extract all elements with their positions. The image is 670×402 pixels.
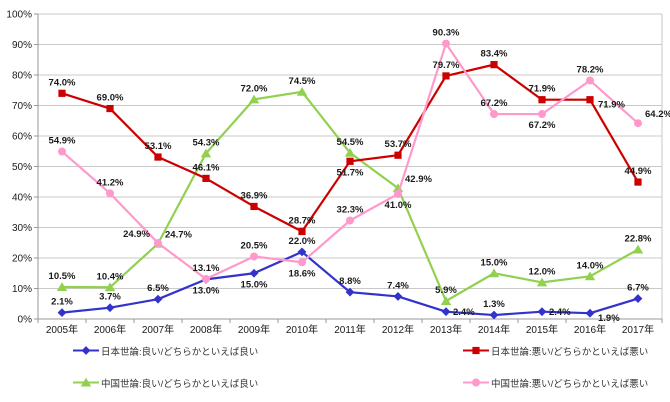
svg-text:6.7%: 6.7% <box>627 283 649 294</box>
svg-text:2007年: 2007年 <box>142 323 174 336</box>
legend-item-china-good: 中国世論:良い/どちらかといえば良い <box>73 376 259 390</box>
svg-text:2015年: 2015年 <box>526 323 558 336</box>
svg-text:83.4%: 83.4% <box>481 49 508 60</box>
svg-text:90.3%: 90.3% <box>433 28 460 39</box>
svg-text:1.3%: 1.3% <box>483 299 505 310</box>
legend-item-japan-bad: 日本世論:悪い/どちらかといえば悪い <box>463 344 649 358</box>
svg-text:10.4%: 10.4% <box>97 271 124 282</box>
svg-text:2014年: 2014年 <box>478 323 510 336</box>
svg-text:12.0%: 12.0% <box>529 266 556 277</box>
legend-label-japan-bad: 日本世論:悪い/どちらかといえば悪い <box>491 346 649 358</box>
svg-text:70%: 70% <box>12 101 32 112</box>
svg-text:5.9%: 5.9% <box>435 285 457 296</box>
svg-text:2006年: 2006年 <box>94 323 126 336</box>
svg-text:46.1%: 46.1% <box>193 162 220 173</box>
svg-text:2017年: 2017年 <box>622 323 654 336</box>
svg-text:78.2%: 78.2% <box>577 64 604 75</box>
legend-label-china-bad: 中国世論:悪い/どちらかといえば悪い <box>491 378 649 390</box>
svg-text:41.0%: 41.0% <box>385 200 412 211</box>
svg-text:15.0%: 15.0% <box>241 279 268 290</box>
svg-text:69.0%: 69.0% <box>97 93 124 104</box>
svg-text:2.4%: 2.4% <box>453 307 475 318</box>
legend-item-japan-good: 日本世論:良い/どちらかといえば良い <box>73 344 259 358</box>
svg-text:32.3%: 32.3% <box>337 204 364 215</box>
legend-marker-circle-icon <box>463 378 489 387</box>
svg-text:2013年: 2013年 <box>430 323 462 336</box>
svg-text:71.9%: 71.9% <box>529 84 556 95</box>
svg-text:13.0%: 13.0% <box>193 285 220 296</box>
x-axis-tick-labels: 2005年 2006年 2007年 2008年 2009年 2010年 2011年 2012年… <box>46 323 654 336</box>
svg-text:64.2%: 64.2% <box>645 109 670 120</box>
series-china-bad <box>58 39 642 284</box>
svg-text:14.0%: 14.0% <box>577 260 604 271</box>
legend-marker-triangle-icon <box>73 377 99 387</box>
svg-text:74.5%: 74.5% <box>289 76 316 87</box>
svg-text:67.2%: 67.2% <box>529 120 556 131</box>
svg-text:74.0%: 74.0% <box>49 77 76 88</box>
svg-text:2008年: 2008年 <box>190 323 222 336</box>
svg-text:2005年: 2005年 <box>46 323 78 336</box>
svg-text:40%: 40% <box>12 193 32 204</box>
legend-marker-square-icon <box>463 346 489 355</box>
svg-text:20.5%: 20.5% <box>241 240 268 251</box>
svg-text:10%: 10% <box>12 284 32 295</box>
svg-text:36.9%: 36.9% <box>241 190 268 201</box>
svg-text:6.5%: 6.5% <box>147 283 169 294</box>
svg-text:72.0%: 72.0% <box>241 83 268 94</box>
svg-text:2.1%: 2.1% <box>51 297 73 308</box>
svg-text:67.2%: 67.2% <box>481 98 508 109</box>
svg-text:60%: 60% <box>12 132 32 143</box>
legend-item-china-bad: 中国世論:悪い/どちらかといえば悪い <box>463 376 649 390</box>
data-labels: 2.1% 3.7% 6.5% 13.0% 15.0% 22.0% 8.8% 7.4% 2.4% 1… <box>49 28 670 325</box>
svg-text:42.9%: 42.9% <box>405 174 432 185</box>
svg-text:51.7%: 51.7% <box>337 167 364 178</box>
svg-text:0%: 0% <box>18 315 33 326</box>
svg-text:2.4%: 2.4% <box>549 307 571 318</box>
legend-label-japan-good: 日本世論:良い/どちらかといえば良い <box>101 346 259 358</box>
svg-text:24.9%: 24.9% <box>123 229 150 240</box>
svg-text:54.3%: 54.3% <box>193 137 220 148</box>
svg-text:90%: 90% <box>12 40 32 51</box>
svg-text:18.6%: 18.6% <box>289 268 316 279</box>
svg-text:53.1%: 53.1% <box>145 141 172 152</box>
svg-text:2016年: 2016年 <box>574 323 606 336</box>
y-axis-tick-labels: 0% 10% 20% 30% 40% 50% 60% 70% 80% 90% 100% <box>6 10 32 326</box>
svg-text:71.9%: 71.9% <box>598 100 625 111</box>
legend-marker-diamond-icon <box>73 346 99 355</box>
svg-text:53.7%: 53.7% <box>385 139 412 150</box>
svg-text:10.5%: 10.5% <box>49 271 76 282</box>
axes <box>34 13 663 323</box>
legend-label-china-good: 中国世論:良い/どちらかといえば良い <box>101 378 259 390</box>
svg-text:100%: 100% <box>6 10 32 21</box>
svg-text:2009年: 2009年 <box>238 323 270 336</box>
svg-text:20%: 20% <box>12 254 32 265</box>
svg-text:7.4%: 7.4% <box>387 280 409 291</box>
svg-text:80%: 80% <box>12 71 32 82</box>
svg-text:1.9%: 1.9% <box>598 313 620 324</box>
svg-text:8.8%: 8.8% <box>339 276 361 287</box>
svg-text:22.0%: 22.0% <box>289 236 316 247</box>
svg-text:22.8%: 22.8% <box>625 233 652 244</box>
svg-text:79.7%: 79.7% <box>433 60 460 71</box>
svg-text:28.7%: 28.7% <box>289 215 316 226</box>
series-japan-bad <box>58 61 642 236</box>
svg-text:44.9%: 44.9% <box>625 166 652 177</box>
svg-text:24.7%: 24.7% <box>165 230 192 241</box>
svg-text:54.9%: 54.9% <box>49 136 76 147</box>
svg-text:2012年: 2012年 <box>382 323 414 336</box>
svg-text:2010年: 2010年 <box>286 323 318 336</box>
svg-text:30%: 30% <box>12 223 32 234</box>
svg-text:54.5%: 54.5% <box>337 137 364 148</box>
svg-text:15.0%: 15.0% <box>481 257 508 268</box>
svg-text:13.1%: 13.1% <box>193 263 220 274</box>
svg-text:50%: 50% <box>12 162 32 173</box>
svg-text:2011年: 2011年 <box>334 323 366 336</box>
svg-text:41.2%: 41.2% <box>97 177 124 188</box>
svg-text:3.7%: 3.7% <box>99 292 121 303</box>
